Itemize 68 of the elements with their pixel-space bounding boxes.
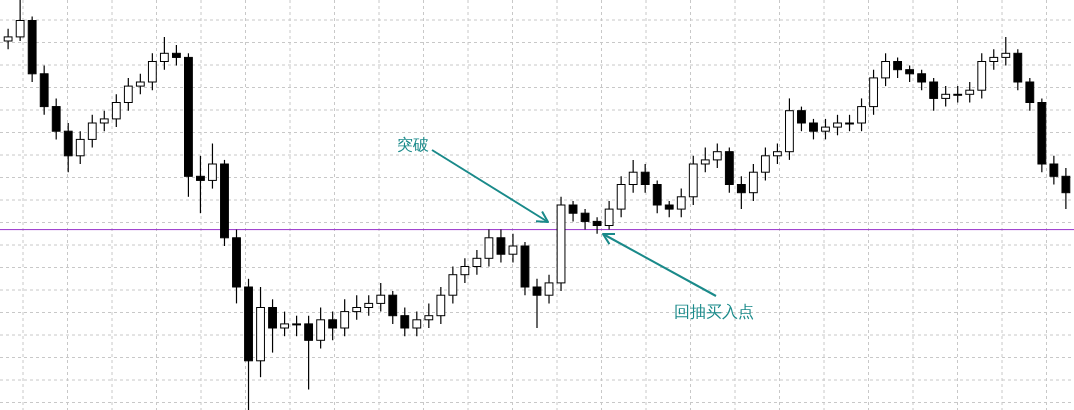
candlestick: [568, 200, 578, 222]
candlestick: [484, 229, 494, 268]
candlestick: [448, 265, 458, 304]
candlestick: [388, 290, 398, 325]
candlestick: [316, 306, 326, 350]
candlestick: [208, 142, 217, 190]
candlestick: [15, 0, 25, 42]
candlestick: [196, 155, 205, 214]
candlestick: [508, 233, 518, 263]
candlestick: [460, 257, 470, 284]
candlestick: [3, 28, 13, 50]
candlestick: [773, 142, 782, 165]
candlestick: [833, 114, 842, 136]
candlestick: [712, 142, 722, 169]
candlestick: [135, 73, 145, 95]
candlestick: [87, 114, 97, 149]
candlestick: [941, 85, 951, 108]
candlestick: [280, 311, 289, 337]
annotation: 回抽买入点: [674, 302, 754, 321]
candlestick: [929, 77, 939, 112]
candlestick: [676, 188, 686, 218]
candlestick: [436, 286, 446, 325]
candlestick: [123, 77, 133, 112]
candlestick: [532, 278, 542, 329]
candlestick: [544, 274, 554, 304]
annotation: 突破: [397, 135, 429, 154]
candlestick: [1001, 36, 1011, 67]
candlestick: [700, 147, 710, 173]
candlestick: [893, 56, 903, 79]
candlestick: [292, 315, 301, 337]
candlestick: [364, 294, 374, 317]
candlestick: [797, 106, 806, 132]
candlestick: [328, 311, 338, 341]
candlestick: [821, 118, 830, 140]
candlestick: [809, 118, 818, 140]
candlestick: [736, 175, 746, 210]
candlestick: [376, 282, 386, 313]
candlestick: [628, 159, 638, 194]
candlestick: [340, 298, 350, 337]
candlestick: [111, 93, 121, 128]
candlestick: [1025, 77, 1035, 112]
candlestick: [268, 298, 277, 354]
candlestick: [989, 48, 999, 71]
candlestick: [1061, 167, 1071, 210]
candlestick: [652, 179, 662, 214]
candlestick: [159, 36, 169, 71]
candlestick: [857, 97, 866, 132]
candlestick: [472, 249, 482, 276]
candlestick: [171, 44, 181, 67]
candlestick: [640, 163, 650, 194]
candlestick: [147, 52, 157, 91]
candlestick: [99, 110, 109, 132]
candlestick: [580, 208, 590, 231]
candlestick: [412, 311, 422, 337]
candlestick: [965, 81, 975, 104]
candlestick: [592, 216, 602, 235]
candlestick: [748, 163, 758, 202]
candlestick: [917, 69, 927, 91]
candlestick: [1049, 155, 1059, 186]
candlestick: [400, 306, 410, 337]
candlestick: [881, 52, 890, 87]
candlestick: [604, 200, 614, 231]
candlestick: [760, 147, 770, 181]
candlestick: [75, 130, 85, 165]
candlestick: [304, 315, 314, 391]
candlestick: [352, 294, 362, 321]
candlestick: [424, 302, 434, 329]
candlestick: [496, 229, 506, 263]
